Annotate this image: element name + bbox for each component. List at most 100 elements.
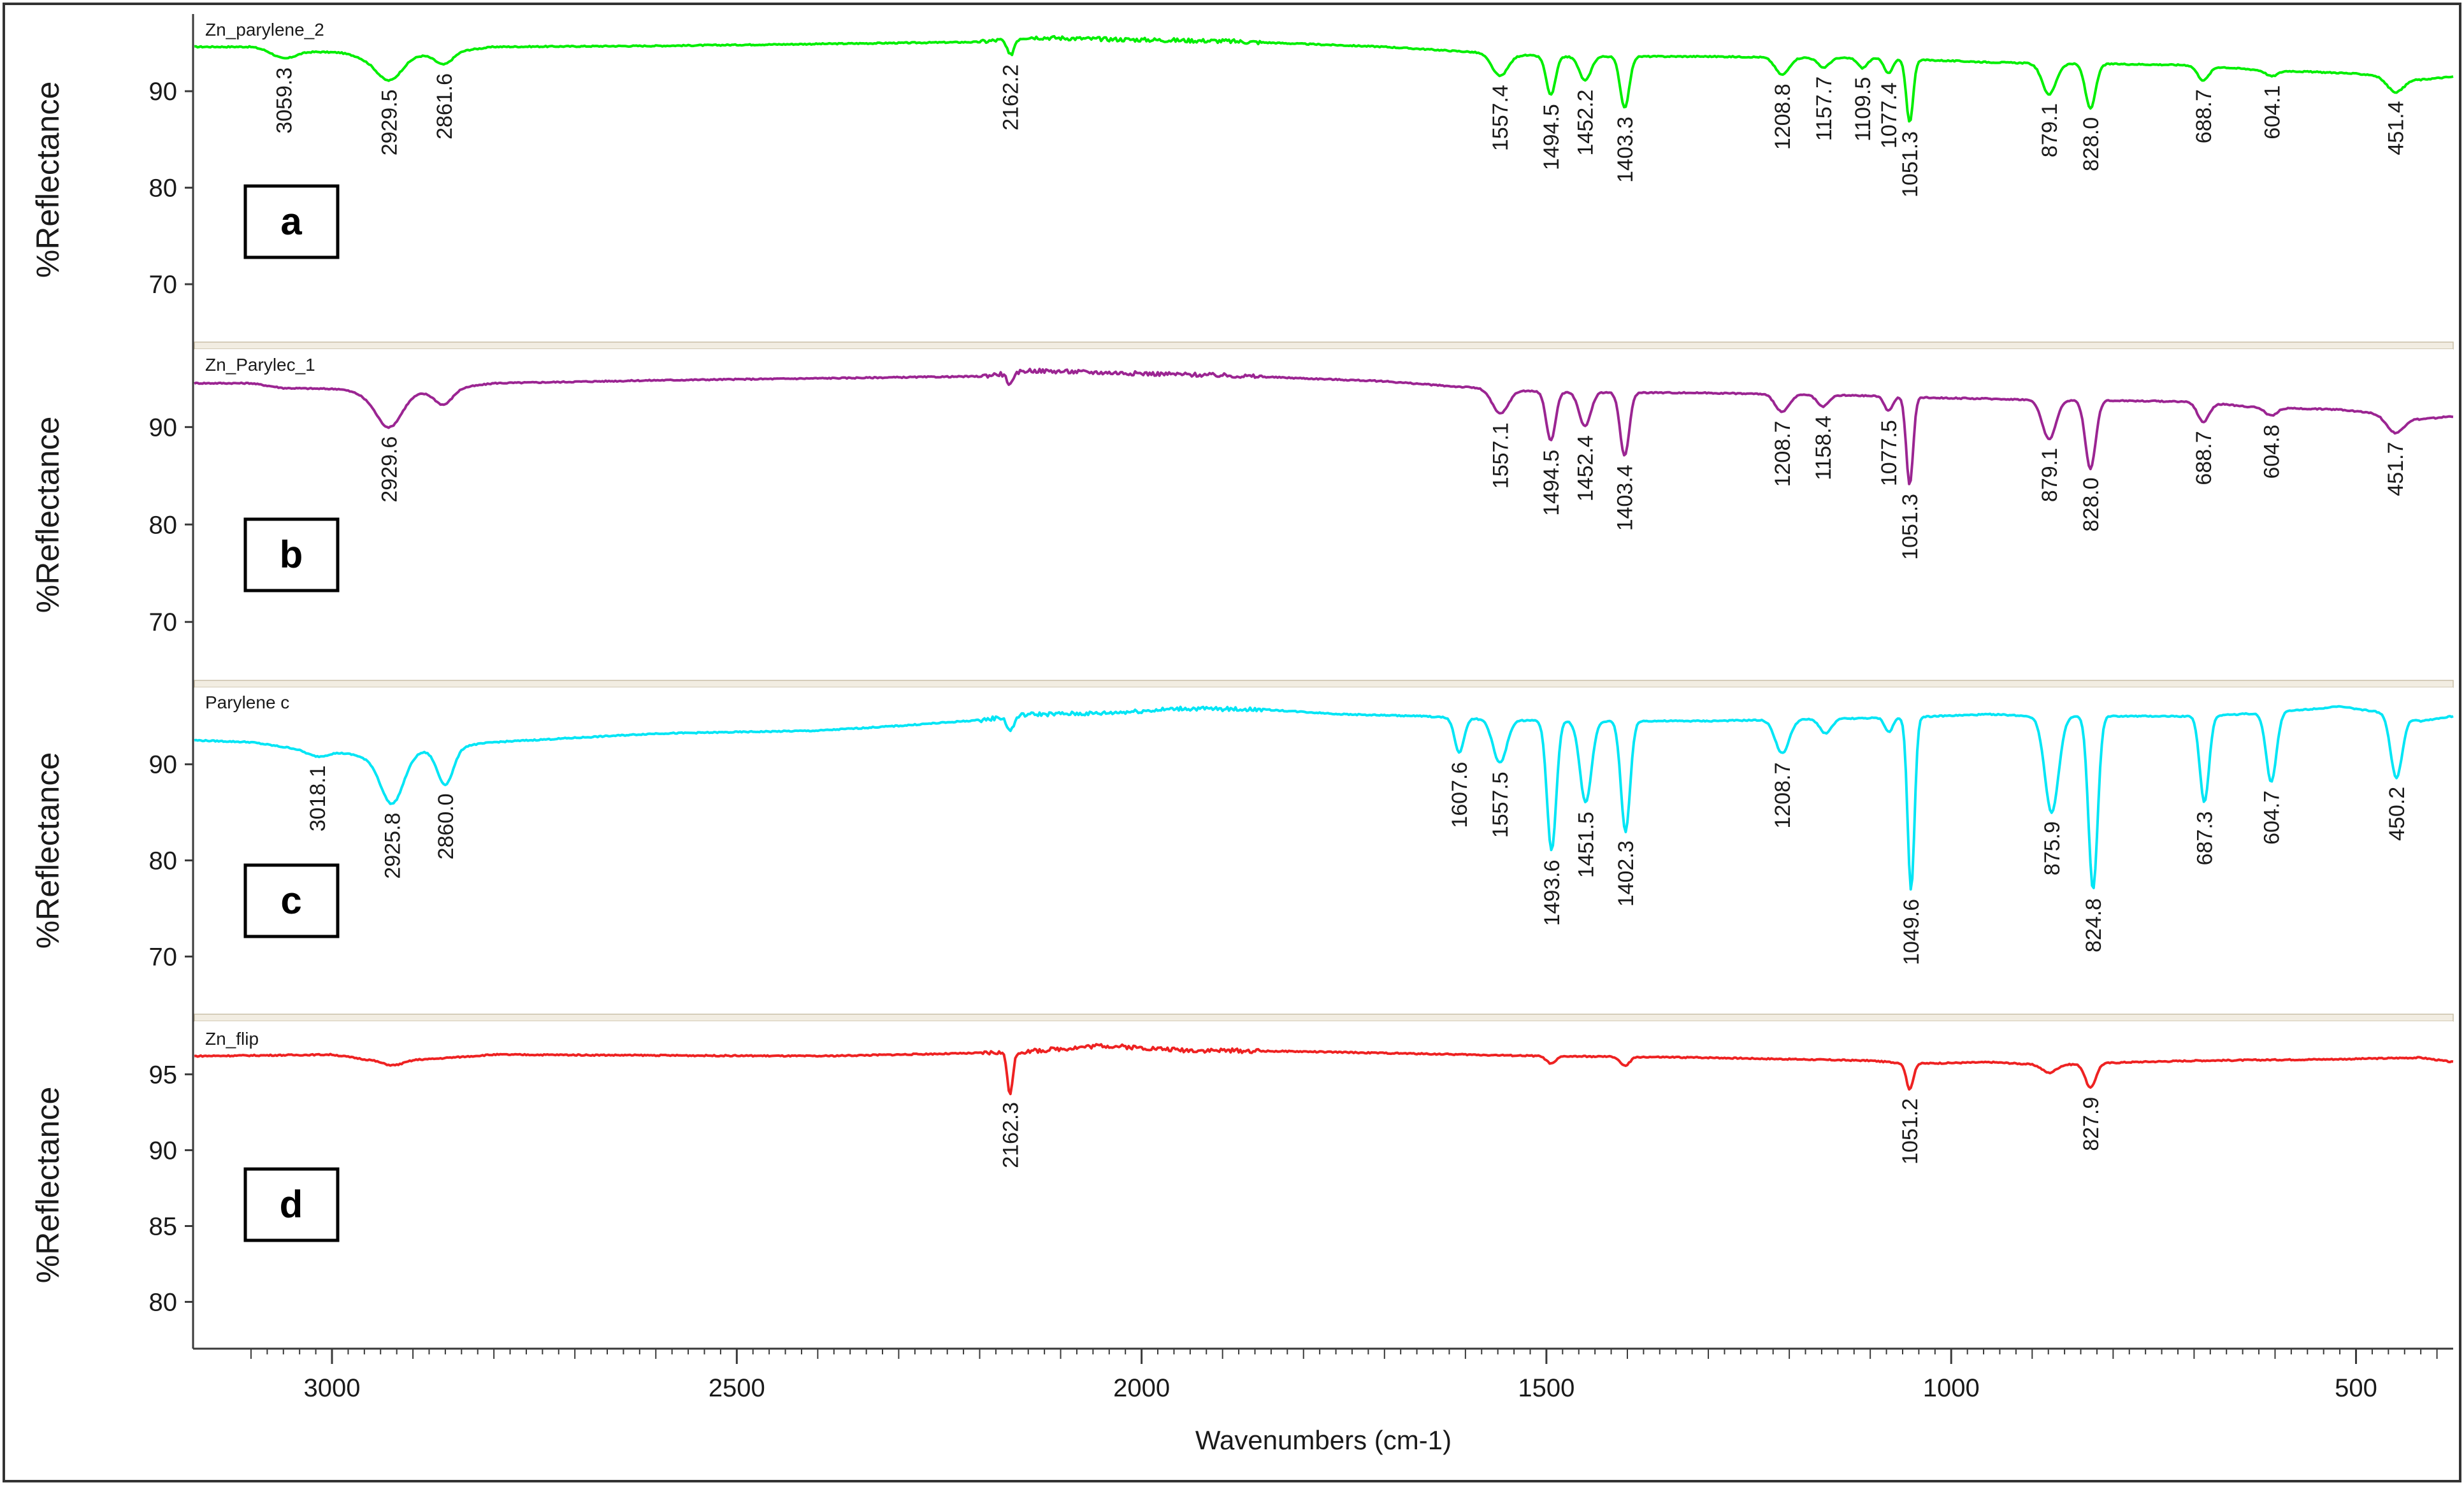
- panel-a-y-ticks: 90 80 70: [149, 78, 193, 299]
- panel-b-peak-label-2929.6: 2929.6: [378, 436, 402, 503]
- panel-c-peak-label-1451.5: 1451.5: [1574, 812, 1599, 878]
- panel-d-name: Zn_flip: [205, 1029, 259, 1049]
- panel-a-peak-label-1051.3: 1051.3: [1898, 131, 1922, 197]
- panel-a-peak-label-1109.5: 1109.5: [1851, 77, 1875, 141]
- panel-b-y-axis-label: %Reflectance: [30, 417, 66, 613]
- x-axis-ticks: 3000 2500 2000 1500 1000 500: [250, 1349, 2438, 1402]
- panel-b-y-tick-label-90: 90: [149, 413, 178, 441]
- x-axis-label: Wavenumbers (cm-1): [1195, 1425, 1452, 1455]
- panel-a-y-axis-label: %Reflectance: [30, 82, 66, 278]
- panel-b-peak-label-1494.5: 1494.5: [1539, 450, 1564, 516]
- x-tick-label-3000: 3000: [304, 1374, 361, 1402]
- x-tick-label-2500: 2500: [709, 1374, 765, 1402]
- panel-b-peak-label-1452.4: 1452.4: [1573, 435, 1597, 501]
- panel-b-peak-label-1557.1: 1557.1: [1488, 422, 1513, 489]
- panel-a-peak-label-1077.4: 1077.4: [1877, 82, 1901, 148]
- panel-b-y-tick-label-70: 70: [149, 608, 178, 636]
- panel-c-peak-label-1493.6: 1493.6: [1540, 860, 1564, 926]
- panel-a-peak-label-1494.5: 1494.5: [1539, 104, 1564, 170]
- panel-d-peak-label-827.9: 827.9: [2079, 1097, 2103, 1151]
- panel-d-y-tick-label-80: 80: [149, 1289, 178, 1317]
- panel-b-peak-label-1051.3: 1051.3: [1898, 494, 1922, 560]
- panel-b-peak-label-688.7: 688.7: [2192, 431, 2216, 485]
- x-tick-label-1000: 1000: [1923, 1374, 1980, 1402]
- panel-a-peak-labels: 3059.3 2929.5 2861.6 2162.2 1557.4 1494.5 1452…: [273, 64, 2409, 197]
- panel-c-label-box: [243, 863, 340, 938]
- panel-c-peak-label-2860.0: 2860.0: [434, 793, 458, 859]
- panel-a-peak-label-2162.2: 2162.2: [999, 64, 1023, 131]
- panel-c-y-axis-label: %Reflectance: [30, 752, 66, 949]
- panel-c-y-tick-label-90: 90: [149, 751, 178, 779]
- panel-a-peak-label-604.1: 604.1: [2260, 85, 2284, 140]
- panel-a-y-tick-label-90: 90: [149, 78, 178, 106]
- panel-a-peak-label-3059.3: 3059.3: [273, 68, 297, 134]
- panel-c-peak-label-824.8: 824.8: [2082, 898, 2106, 952]
- panel-a-peak-label-1452.2: 1452.2: [1574, 90, 1598, 156]
- panel-b-spectrum-line: [194, 368, 2454, 485]
- panel-a-peak-label-1208.8: 1208.8: [1771, 83, 1795, 150]
- x-tick-label-1500: 1500: [1518, 1374, 1574, 1402]
- panel-b-peak-label-1403.4: 1403.4: [1613, 464, 1638, 531]
- panel-a-peak-label-828.0: 828.0: [2079, 117, 2103, 171]
- panel-b-separator: [194, 680, 2454, 688]
- panel-c: Parylene c %Reflectance 90 80 70 3018.1 292…: [30, 687, 2454, 1014]
- panel-b-peak-label-879.1: 879.1: [2038, 448, 2062, 502]
- panel-c-peak-label-3018.1: 3018.1: [306, 765, 330, 831]
- panel-b-name: Zn_Parylec_1: [205, 355, 315, 375]
- panel-d-peak-label-1051.2: 1051.2: [1898, 1098, 1922, 1165]
- panel-a-peak-label-879.1: 879.1: [2038, 103, 2062, 157]
- panel-c-plot-area: [194, 687, 2453, 1014]
- panel-b-y-tick-label-80: 80: [149, 511, 178, 539]
- panel-d-spectrum-line: [194, 1043, 2454, 1096]
- panel-c-peak-label-604.7: 604.7: [2260, 791, 2284, 845]
- panel-d-label-text: d: [280, 1183, 303, 1226]
- panel-c-peak-label-2925.8: 2925.8: [380, 813, 405, 879]
- panel-c-y-tick-label-70: 70: [149, 943, 178, 971]
- panel-c-name: Parylene c: [205, 692, 289, 712]
- panel-b-peak-label-1077.5: 1077.5: [1877, 420, 1901, 486]
- panel-a-peak-label-1157.7: 1157.7: [1812, 76, 1836, 141]
- panel-a-separator: [194, 341, 2454, 350]
- panel-c-peak-label-1557.5: 1557.5: [1488, 771, 1513, 838]
- panel-b-peak-label-1158.4: 1158.4: [1812, 415, 1836, 480]
- panel-d-plot-area: [194, 1021, 2453, 1347]
- panel-c-peak-label-1402.3: 1402.3: [1614, 840, 1638, 907]
- panel-c-y-tick-label-80: 80: [149, 847, 178, 875]
- panel-d-peak-labels: 2162.3 1051.2 827.9: [998, 1097, 2103, 1168]
- panel-b: Zn_Parylec_1 %Reflectance 90 80 70 2929.6 1…: [30, 349, 2454, 680]
- panel-d-y-axis-label: %Reflectance: [30, 1087, 66, 1284]
- panel-a: Zn_parylene_2 %Reflectance 90 80 70 3059.3…: [30, 14, 2454, 342]
- panel-a-peak-label-2861.6: 2861.6: [433, 73, 457, 140]
- panel-a-peak-label-451.4: 451.4: [2384, 101, 2408, 155]
- panel-c-peak-label-875.9: 875.9: [2040, 821, 2064, 875]
- panel-a-peak-label-688.7: 688.7: [2192, 89, 2216, 143]
- panel-c-peak-label-687.3: 687.3: [2193, 811, 2217, 865]
- panel-d-y-ticks: 95 90 85 80: [149, 1061, 193, 1317]
- panel-d-label-box: [243, 1167, 340, 1242]
- panel-a-name: Zn_parylene_2: [205, 20, 324, 39]
- x-tick-label-2000: 2000: [1113, 1374, 1170, 1402]
- panel-b-peak-label-828.0: 828.0: [2079, 478, 2103, 532]
- panel-a-label-text: a: [280, 200, 302, 243]
- panel-c-spectrum-line: [194, 705, 2454, 891]
- panel-c-peak-label-450.2: 450.2: [2385, 787, 2409, 841]
- panel-b-label-text: b: [280, 533, 303, 576]
- panel-c-separator: [194, 1014, 2454, 1022]
- panel-a-y-tick-label-70: 70: [149, 271, 178, 299]
- panel-c-label-text: c: [280, 879, 301, 922]
- panel-c-peak-label-1607.6: 1607.6: [1448, 762, 1472, 828]
- panel-d-peak-label-2162.3: 2162.3: [998, 1102, 1023, 1168]
- panel-d: Zn_flip %Reflectance 95 90 85 80 2162.3 1051…: [30, 1021, 2454, 1347]
- panel-d-y-tick-label-90: 90: [149, 1137, 178, 1165]
- panel-a-peak-label-1403.3: 1403.3: [1613, 117, 1638, 183]
- panel-c-peak-label-1049.6: 1049.6: [1899, 899, 1924, 965]
- panel-a-spectrum-line: [194, 34, 2454, 123]
- panel-a-peak-label-2929.5: 2929.5: [378, 89, 402, 155]
- panel-b-y-ticks: 90 80 70: [149, 413, 193, 636]
- panel-b-plot-area: [194, 349, 2453, 680]
- panel-c-y-ticks: 90 80 70: [149, 751, 193, 971]
- panel-a-label-box: [243, 184, 340, 259]
- panel-b-peak-label-1208.7: 1208.7: [1771, 420, 1795, 487]
- panel-a-plot-area: [194, 14, 2453, 342]
